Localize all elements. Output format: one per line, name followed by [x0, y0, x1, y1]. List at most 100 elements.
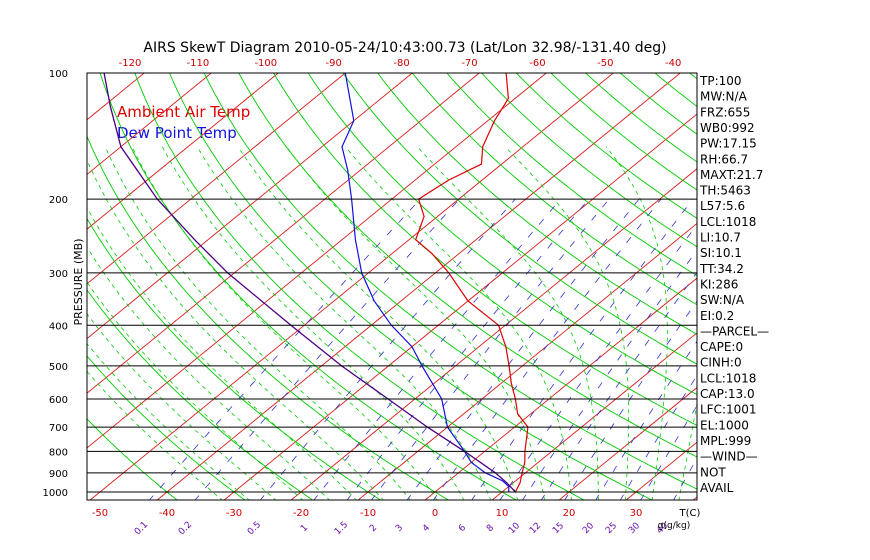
isotherm-line [0, 73, 10, 501]
dry-adiabat-line [481, 73, 697, 248]
isotherm-line [89, 73, 614, 500]
pressure-tick-label: 200 [49, 195, 68, 206]
y-axis-label: PRESSURE (MB) [72, 239, 85, 326]
pressure-tick-label: 800 [49, 447, 68, 458]
index-readout: LCL:1018 [700, 371, 756, 385]
index-readout: MW:N/A [700, 90, 748, 104]
isotherm-line [424, 277, 697, 500]
pressure-tick-label: 900 [49, 469, 68, 480]
mixing-ratio-label: 15 [551, 521, 566, 536]
top-temp-tick-label: -50 [597, 58, 613, 69]
parcel-trace [103, 73, 516, 493]
isotherm-line [87, 73, 279, 230]
mixing-ratio-label: 2 [368, 523, 379, 534]
index-readout: LCL:1018 [700, 215, 756, 229]
pressure-tick-label: 300 [49, 269, 68, 280]
top-temp-tick-label: -90 [326, 58, 342, 69]
moist-adiabat-line [87, 313, 277, 500]
mixing-ratio-label: 1.5 [333, 520, 350, 537]
mixing-ratio-label: 20 [581, 521, 596, 536]
pressure-tick-label: 500 [49, 362, 68, 373]
isotherm-line [87, 73, 346, 285]
mixing-ratio-line [499, 224, 697, 500]
dry-adiabat-line [87, 355, 246, 500]
index-readout: RH:66.7 [700, 152, 748, 166]
mixing-ratio-label: 1 [299, 523, 310, 534]
mixing-ratio-line [595, 340, 697, 500]
top-temp-tick-label: -60 [529, 58, 545, 69]
legend-entry: Ambient Air Temp [117, 103, 250, 121]
moist-adiabat-line [131, 146, 438, 500]
pressure-tick-label: 700 [49, 423, 68, 434]
top-temp-tick-label: -120 [119, 58, 142, 69]
isotherm-line [87, 73, 480, 394]
top-temp-tick-label: -100 [254, 58, 277, 69]
isotherm-line [558, 386, 697, 500]
mixing-ratio-line [194, 198, 460, 500]
bottom-temp-tick-label: -50 [92, 508, 108, 519]
index-readout: TT:34.2 [699, 262, 744, 276]
dry-adiabat-line [307, 73, 697, 396]
isotherm-line [0, 73, 77, 501]
mixing-ratio-line [406, 198, 640, 500]
dry-adiabat-line [794, 73, 870, 501]
bottom-temp-tick-label: 30 [630, 508, 643, 519]
bottom-temp-tick-label: -20 [293, 508, 309, 519]
isotherm-line [87, 73, 212, 176]
index-readout: EI:0.2 [700, 309, 734, 323]
index-readout: —PARCEL— [700, 324, 769, 338]
dry-adiabat-line [377, 73, 697, 335]
mixing-ratio-label: 25 [604, 521, 619, 536]
pressure-tick-label: 400 [49, 321, 68, 332]
index-readout: TH:5463 [699, 184, 751, 198]
chart-title: AIRS SkewT Diagram 2010-05-24/10:43:00.7… [143, 40, 666, 56]
isotherm-line [87, 73, 547, 449]
dry-adiabat-line [446, 73, 697, 277]
dry-adiabat-line [273, 73, 697, 427]
index-readout: KI:286 [700, 277, 738, 291]
mixing-ratio-label: 4 [421, 523, 432, 534]
index-readout: NOT [700, 465, 726, 479]
mixing-ratio-label: 0.2 [177, 520, 194, 537]
pressure-tick-label: 100 [49, 69, 68, 80]
dry-adiabat-line [238, 73, 697, 458]
chart-legend: Ambient Air Temp Dew Point Temp [117, 103, 250, 142]
temp-unit-label: T(C) [679, 508, 701, 519]
index-readout: MPL:999 [700, 434, 751, 448]
mixing-ratio-label: 12 [528, 521, 543, 536]
mixing-ratio-label: 3 [394, 523, 405, 534]
pressure-tick-label: 600 [49, 395, 68, 406]
mixing-ratio-line [148, 198, 421, 500]
index-readout: FRZ:655 [700, 105, 750, 119]
bottom-temp-tick-label: 0 [432, 508, 438, 519]
dry-adiabat-line [411, 73, 697, 306]
index-readout: SI:10.1 [700, 246, 742, 260]
bottom-temp-tick-label: -10 [360, 508, 376, 519]
mixing-ratio-label: 0.5 [246, 520, 263, 537]
index-readout: —WIND— [700, 450, 758, 464]
dry-adiabat-line [342, 73, 697, 365]
top-temp-tick-label: -110 [187, 58, 210, 69]
mixing-ratio-line [259, 198, 516, 500]
isotherm-line [491, 332, 697, 500]
bottom-temp-tick-label: 20 [563, 508, 576, 519]
bottom-temp-tick-label: 10 [496, 508, 509, 519]
mixing-ratio-label: 8 [485, 523, 496, 534]
mixing-ratio-line [346, 198, 589, 500]
mixing-ratio-label: 0.1 [133, 520, 150, 537]
moist-adiabat-line [87, 342, 250, 500]
index-readout: MAXT:21.7 [700, 168, 763, 182]
mixing-ratio-line [370, 198, 610, 500]
isotherm-line [759, 73, 870, 501]
pressure-tick-label: 1000 [43, 488, 68, 499]
index-readout: CINH:0 [700, 356, 742, 370]
moist-adiabat-line [104, 146, 411, 500]
index-readout: SW:N/A [700, 293, 745, 307]
dry-adiabat-line [203, 73, 697, 490]
mixing-ratio-label: 30 [627, 521, 642, 536]
dry-adiabat-line [134, 73, 586, 500]
mixing-ratio-line [313, 198, 561, 500]
air-temp-trace [414, 73, 529, 493]
